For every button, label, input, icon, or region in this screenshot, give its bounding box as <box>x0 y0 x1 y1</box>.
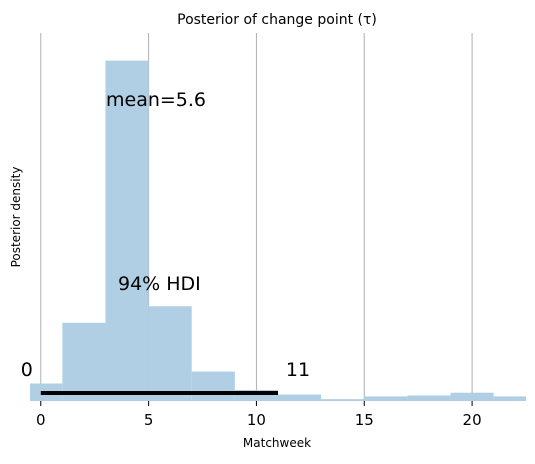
histogram-bar-2 <box>105 60 149 401</box>
mean-annotation: mean=5.6 <box>106 89 206 111</box>
hdi-group: 94% HDI 0 11 <box>21 273 310 395</box>
chart-title: Posterior of change point (τ) <box>177 12 377 28</box>
x-axis-label: Matchweek <box>243 436 311 450</box>
x-tick-label-20: 20 <box>463 411 482 429</box>
histogram-bar-3 <box>148 306 192 401</box>
hdi-high-label: 11 <box>286 359 310 381</box>
histogram-bar-7 <box>321 399 365 401</box>
histogram-bar-11 <box>493 396 526 401</box>
histogram-bar-9 <box>407 395 451 401</box>
histogram-bar-1 <box>62 322 106 401</box>
x-tick-label-0: 0 <box>36 411 46 429</box>
y-axis-label: Posterior density <box>9 167 23 268</box>
histogram-bar-10 <box>450 392 494 401</box>
histogram-bar-6 <box>278 394 322 401</box>
x-tick-label-5: 5 <box>144 411 154 429</box>
x-tick-label-10: 10 <box>247 411 266 429</box>
x-tick-label-15: 15 <box>355 411 374 429</box>
histogram-bar-4 <box>191 371 235 401</box>
x-axis-ticks: 0 5 10 15 20 <box>36 401 482 429</box>
histogram-bars <box>30 60 526 401</box>
hdi-low-label: 0 <box>21 359 33 381</box>
histogram-bar-8 <box>364 396 408 401</box>
hdi-label: 94% HDI <box>118 273 201 295</box>
histogram-bar-5 <box>234 389 278 401</box>
